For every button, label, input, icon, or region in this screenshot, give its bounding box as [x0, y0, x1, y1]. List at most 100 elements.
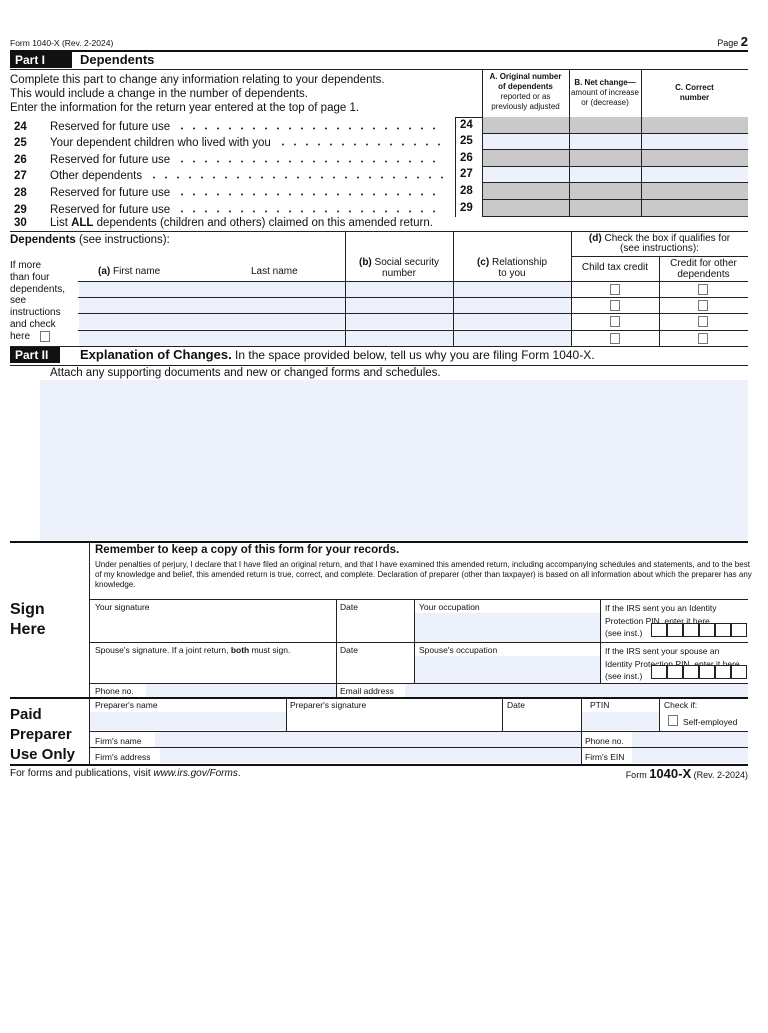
email-field[interactable] — [405, 684, 748, 697]
ip-pin-digit[interactable] — [715, 665, 731, 679]
t: (Rev. 2-2024) — [693, 770, 748, 780]
child-tax-credit-header: Child tax credit — [581, 262, 649, 273]
explanation-textarea[interactable] — [40, 380, 748, 540]
self-employed-checkbox[interactable] — [668, 715, 678, 726]
child-tax-credit-checkbox[interactable] — [610, 284, 620, 295]
firm-name-field[interactable] — [155, 732, 581, 747]
form-id: Form 1040-X (Rev. 2-2024) — [10, 38, 114, 48]
firm-address-field[interactable] — [160, 748, 581, 763]
t: Here — [10, 621, 46, 638]
line-27-col-c[interactable] — [641, 166, 748, 184]
ip-pin-digit[interactable] — [731, 665, 747, 679]
child-tax-credit-checkbox[interactable] — [610, 316, 620, 328]
t: (see instructions): — [620, 243, 699, 254]
line-24-col-c — [641, 117, 748, 134]
line-30: 30 List ALL dependents (children and othe… — [14, 217, 433, 229]
child-tax-credit-checkbox[interactable] — [610, 332, 620, 344]
t: Dependents — [10, 234, 76, 246]
intro-line: Complete this part to change any informa… — [10, 74, 385, 86]
line-25-col-b[interactable] — [569, 133, 641, 151]
spouse-occupation-field[interactable] — [415, 656, 600, 683]
spouse-signature-field[interactable] — [90, 656, 335, 682]
line-24: 24 Reserved for future use — [14, 119, 448, 133]
intro-line: Enter the information for the return yea… — [10, 102, 360, 114]
ssn-header: (b) Social security number — [345, 257, 453, 279]
page-label: Page — [717, 38, 739, 48]
t: . — [237, 768, 241, 779]
spouse-date-label: Date — [340, 645, 358, 655]
line-num: 27 — [14, 170, 27, 183]
ip-pin-digit[interactable] — [731, 623, 747, 637]
ip-pin-digit[interactable] — [683, 665, 699, 679]
dependent-ssn-field[interactable] — [346, 298, 453, 314]
col-a-header: A. Original number of dependents reported … — [482, 72, 569, 112]
dependent-relationship-field[interactable] — [454, 298, 571, 314]
t: see — [10, 295, 27, 307]
line-26: 26 Reserved for future use — [14, 152, 448, 166]
t: Preparer — [10, 726, 72, 743]
dependent-ssn-field[interactable] — [346, 314, 453, 330]
dot-leader — [276, 143, 444, 147]
irs-forms-link[interactable]: www.irs.gov/Forms — [153, 768, 238, 779]
page-num: 2 — [740, 34, 748, 49]
dependent-ssn-field[interactable] — [346, 282, 453, 297]
ip-pin-digit[interactable] — [715, 623, 731, 637]
dependent-relationship-field[interactable] — [454, 330, 571, 346]
line-27-col-a[interactable] — [482, 166, 569, 184]
ip-pin-digit[interactable] — [651, 623, 667, 637]
dot-leader — [176, 192, 444, 196]
ip-pin-digit[interactable] — [699, 665, 715, 679]
dependents-heading: Dependents (see instructions): — [10, 234, 170, 246]
t: Credit for other — [670, 258, 737, 269]
line-num: 29 — [14, 203, 27, 216]
dependent-name-field[interactable] — [79, 314, 345, 330]
dependent-relationship-field[interactable] — [454, 282, 571, 297]
dependent-relationship-field[interactable] — [454, 314, 571, 330]
t: If the IRS sent your spouse an — [605, 646, 720, 656]
t: both — [230, 645, 250, 655]
line-24-col-a — [482, 117, 569, 134]
other-dependent-credit-checkbox[interactable] — [698, 300, 708, 312]
firm-phone-field[interactable] — [632, 732, 748, 747]
spouse-occupation-label: Spouse's occupation — [419, 645, 498, 655]
ip-pin-digit[interactable] — [683, 623, 699, 637]
line-box-num: 28 — [455, 183, 482, 200]
your-occupation-field[interactable] — [415, 613, 600, 642]
preparer-date-label: Date — [507, 700, 525, 710]
your-signature-field[interactable] — [90, 613, 335, 641]
child-tax-credit-checkbox[interactable] — [610, 300, 620, 312]
preparer-name-field[interactable] — [90, 712, 286, 730]
line-box-num: 25 — [455, 133, 482, 151]
ip-pin-digit[interactable] — [651, 665, 667, 679]
t: (d) — [588, 233, 602, 244]
line-25-col-a[interactable] — [482, 133, 569, 151]
line-label: Reserved for future use — [50, 153, 171, 166]
other-dependent-credit-checkbox[interactable] — [698, 284, 708, 295]
line-27-col-b[interactable] — [569, 166, 641, 184]
dependent-ssn-field[interactable] — [346, 330, 453, 346]
line-26-col-a — [482, 150, 569, 167]
ip-pin-digit[interactable] — [667, 665, 683, 679]
other-credit-header: Credit for other dependents — [659, 258, 748, 280]
ip-pin-digit[interactable] — [699, 623, 715, 637]
more-than-four-checkbox[interactable] — [40, 331, 50, 342]
other-dependent-credit-checkbox[interactable] — [698, 316, 708, 328]
line-25-col-c[interactable] — [641, 133, 748, 151]
ip-pin-digit[interactable] — [667, 623, 683, 637]
t: amount of increase — [570, 88, 640, 97]
dependent-name-field[interactable] — [79, 330, 345, 346]
t: In the space provided below, tell us why… — [231, 348, 595, 362]
firm-address-label: Firm's address — [95, 752, 151, 762]
dependent-name-field[interactable] — [79, 298, 345, 314]
line-25: 25 Your dependent children who lived with… — [14, 135, 448, 149]
ptin-field[interactable] — [582, 712, 659, 730]
phone-field[interactable] — [146, 684, 336, 697]
firm-ein-field[interactable] — [632, 748, 748, 763]
t: ALL — [71, 217, 94, 229]
your-signature-label: Your signature — [95, 602, 150, 612]
other-dependent-credit-checkbox[interactable] — [698, 332, 708, 344]
line-27: 27 Other dependents — [14, 168, 448, 182]
line-label: Reserved for future use — [50, 120, 171, 133]
dependent-name-field[interactable] — [79, 282, 345, 297]
t: Sign — [10, 601, 45, 618]
